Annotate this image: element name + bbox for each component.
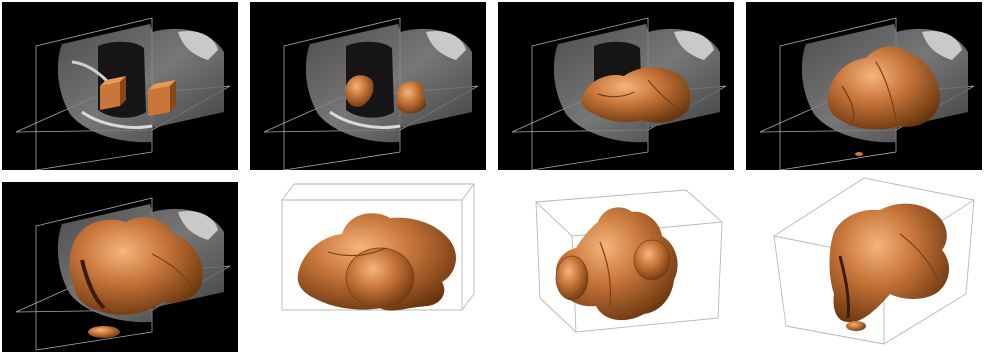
ct-slice-scene — [2, 2, 238, 170]
ct-slice-scene — [2, 182, 238, 352]
panel-3 — [498, 2, 734, 170]
panel-7 — [500, 182, 730, 352]
panel-8 — [752, 176, 984, 352]
surface-in-bounding-box — [752, 176, 984, 352]
ct-slice-scene — [746, 2, 982, 170]
panel-6 — [252, 182, 482, 352]
surface-in-bounding-box — [252, 182, 482, 352]
panel-1 — [2, 2, 238, 170]
ct-slice-scene — [498, 2, 734, 170]
panel-2 — [250, 2, 486, 170]
surface-growth-right — [396, 81, 426, 113]
panel-4 — [746, 2, 982, 170]
surface-in-bounding-box — [500, 182, 730, 352]
ct-slice-scene — [250, 2, 486, 170]
panel-5 — [2, 182, 238, 352]
